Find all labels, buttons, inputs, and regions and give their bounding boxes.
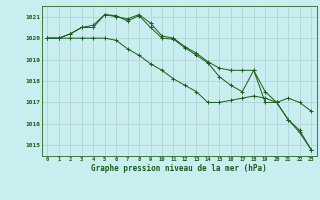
X-axis label: Graphe pression niveau de la mer (hPa): Graphe pression niveau de la mer (hPa) [91, 164, 267, 173]
